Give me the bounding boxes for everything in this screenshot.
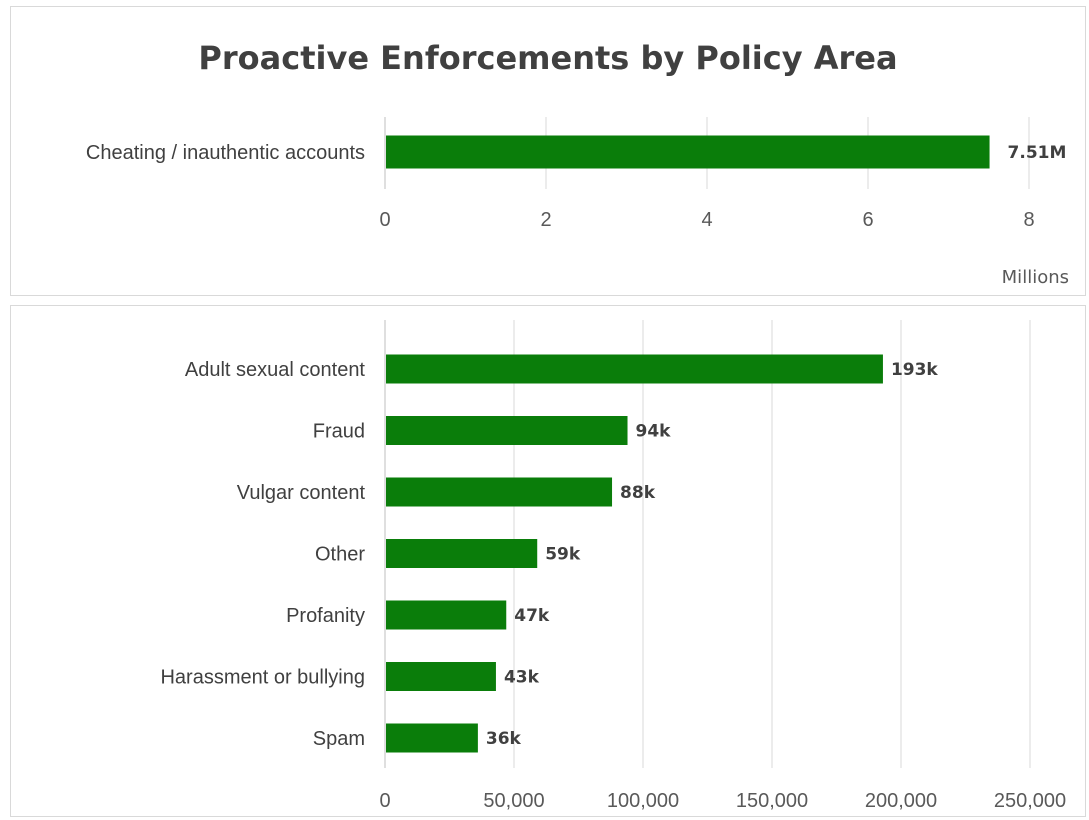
category-label: Harassment or bullying xyxy=(160,667,365,689)
x-tick-label: 50,000 xyxy=(483,790,544,812)
data-label: 7.51M xyxy=(1008,143,1067,163)
category-label: Fraud xyxy=(313,421,365,443)
axis-unit-label: Millions xyxy=(1002,267,1069,288)
x-tick-label: 4 xyxy=(701,209,712,231)
data-label: 88k xyxy=(620,483,656,503)
x-tick-label: 200,000 xyxy=(865,790,937,812)
bar xyxy=(386,723,478,753)
data-label: 43k xyxy=(504,668,540,688)
x-tick-label: 8 xyxy=(1023,209,1034,231)
bottom-bar-chart: 0 50,000 100,000 150,000 200,000 250,000 Adult… xyxy=(160,320,1066,812)
bar xyxy=(386,539,538,568)
x-tick-label: 150,000 xyxy=(736,790,808,812)
bar xyxy=(386,477,613,507)
x-tick-label: 2 xyxy=(540,209,551,231)
category-label: Vulgar content xyxy=(237,482,366,504)
x-tick-label: 250,000 xyxy=(994,790,1066,812)
x-tick-label: 6 xyxy=(862,209,873,231)
chart-panel-top: Proactive Enforcements by Policy Area 0 2… xyxy=(10,6,1086,296)
top-bar-chart: 0 2 4 6 8 Cheating / inauthentic accounts 7.51… xyxy=(86,117,1069,288)
bar xyxy=(386,416,628,445)
x-tick-label: 0 xyxy=(379,209,390,231)
data-label: 36k xyxy=(486,729,522,749)
bar xyxy=(386,354,883,384)
bar xyxy=(386,135,990,169)
category-label: Other xyxy=(315,544,365,566)
x-tick-label: 100,000 xyxy=(607,790,679,812)
category-label: Profanity xyxy=(286,605,365,627)
bar xyxy=(386,662,496,691)
chart-panel-bottom: 0 50,000 100,000 150,000 200,000 250,000 Adult… xyxy=(10,305,1086,817)
data-label: 193k xyxy=(891,360,938,380)
data-label: 94k xyxy=(636,422,672,442)
data-label: 59k xyxy=(545,545,581,565)
category-label: Cheating / inauthentic accounts xyxy=(86,142,365,164)
category-label: Spam xyxy=(313,728,365,750)
x-tick-label: 0 xyxy=(379,790,390,812)
category-label: Adult sexual content xyxy=(185,359,366,381)
chart-title: Proactive Enforcements by Policy Area xyxy=(198,39,898,77)
bar xyxy=(386,600,507,630)
data-label: 47k xyxy=(514,606,550,626)
